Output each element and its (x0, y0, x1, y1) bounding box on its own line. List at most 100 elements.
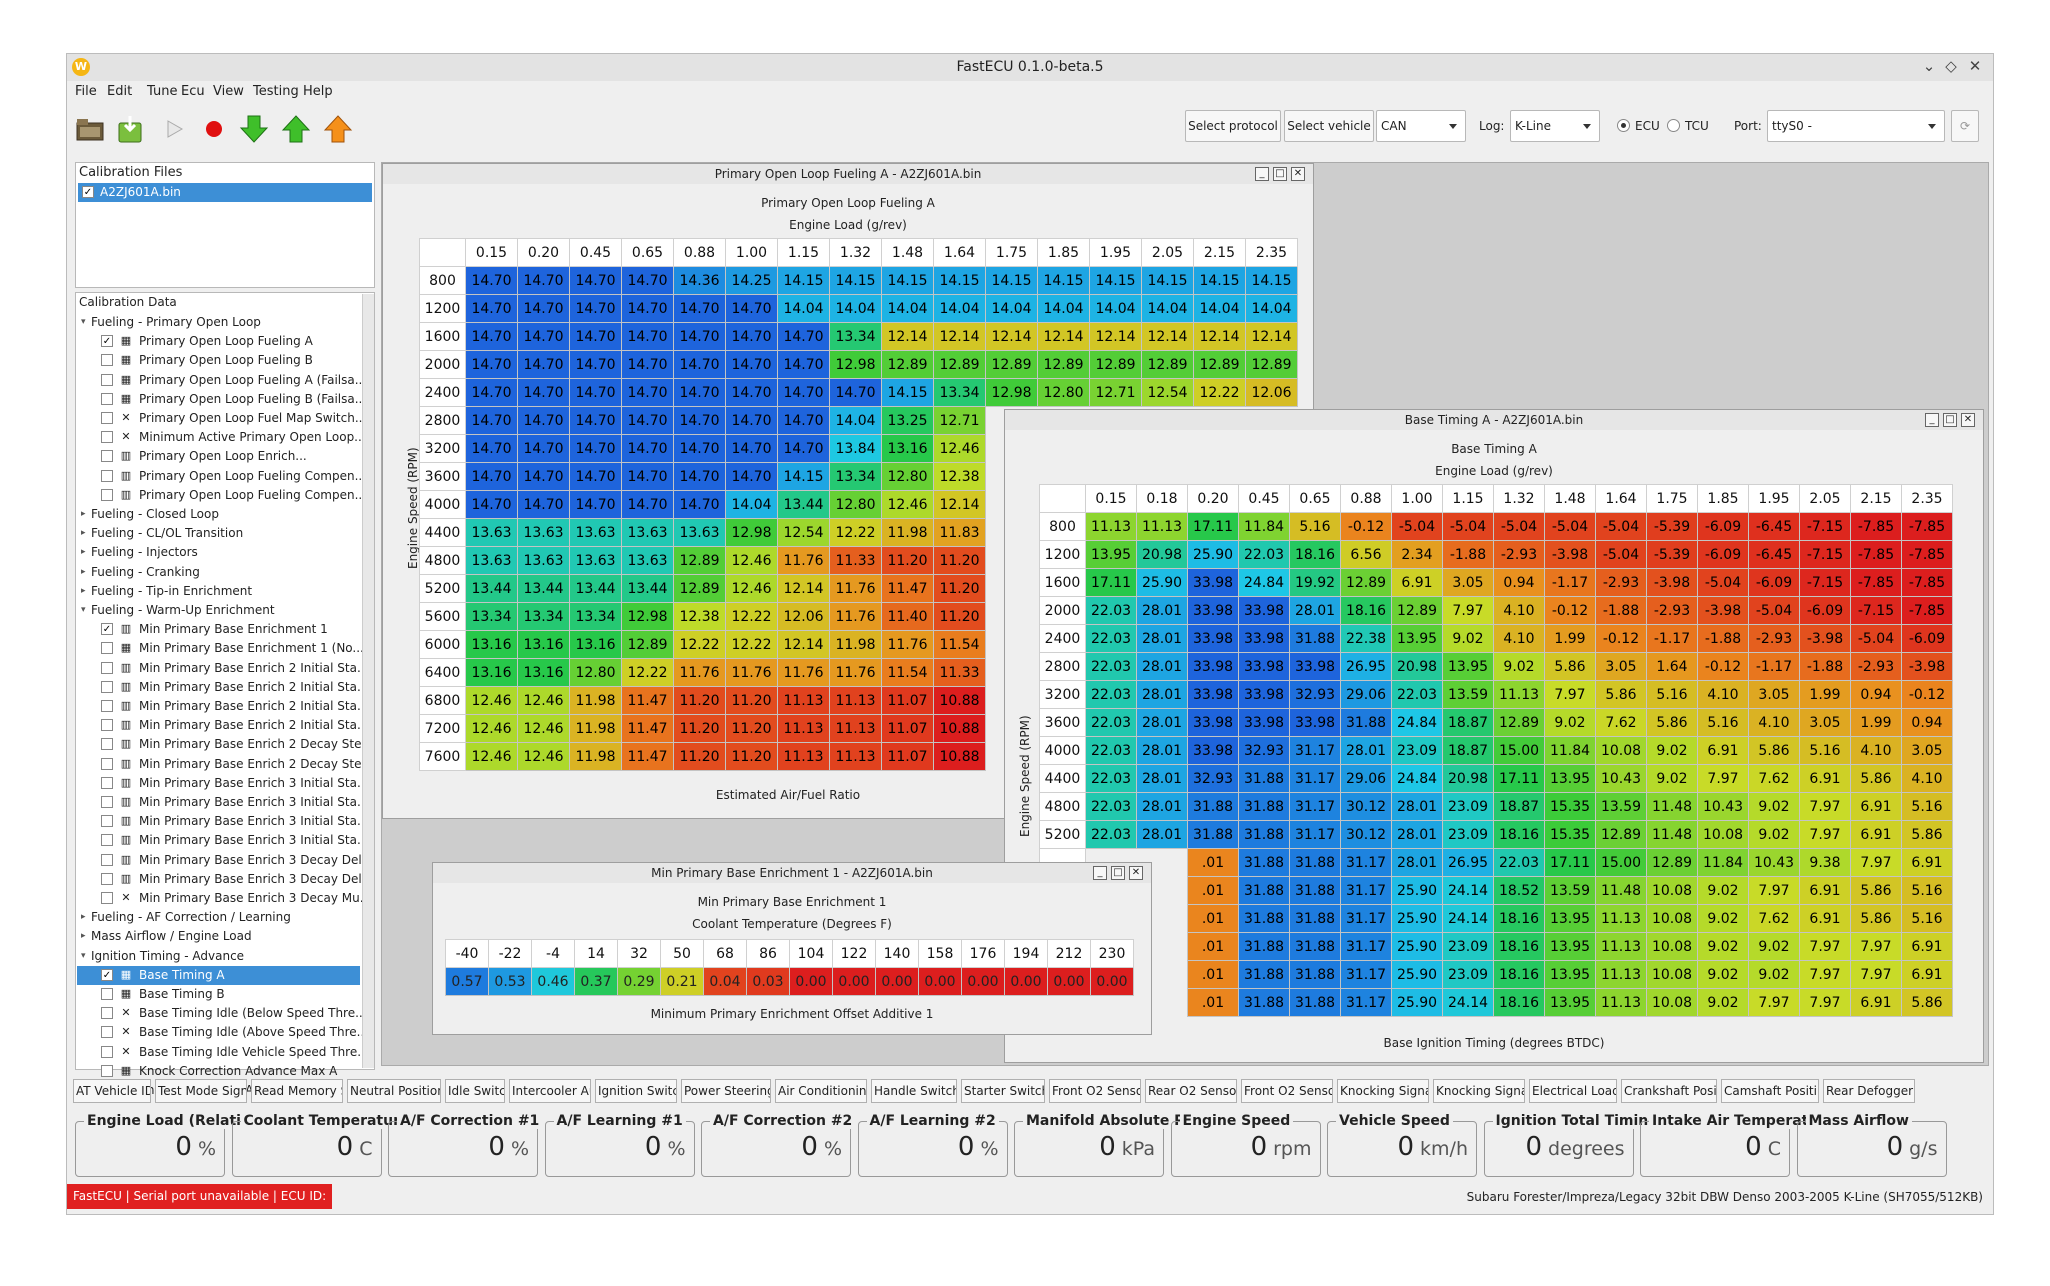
timing-cell[interactable]: 9.02 (1544, 708, 1596, 737)
folder-icon[interactable] (75, 114, 105, 144)
timing-cell[interactable]: 33.98 (1187, 568, 1239, 597)
fuel-cell[interactable]: 11.98 (569, 742, 622, 771)
tree-item[interactable]: ▥ Primary Open Loop Fueling Compen... (77, 467, 366, 486)
fuel-cell[interactable]: 14.70 (725, 350, 778, 379)
timing-cell[interactable]: 18.16 (1493, 904, 1545, 933)
tree-item-checkbox[interactable] (101, 1007, 113, 1020)
fuel-cell[interactable]: 12.14 (933, 322, 986, 351)
timing-cell[interactable]: 11.48 (1595, 876, 1647, 905)
tree-item[interactable]: ▥ Min Primary Base Enrich 3 Decay Del... (77, 851, 373, 870)
tree-item-checkbox[interactable] (101, 757, 113, 770)
timing-cell[interactable]: 5.86 (1901, 820, 1953, 849)
fuel-cell[interactable]: 14.04 (829, 294, 882, 323)
calibration-file-item[interactable]: ✓ A2ZJ601A.bin (78, 183, 372, 202)
timing-minimize-icon[interactable]: _ (1925, 413, 1939, 427)
enrichment-cell[interactable]: 0.57 (445, 967, 489, 996)
fuel-cell[interactable]: 11.20 (673, 686, 726, 715)
fuel-cell[interactable]: 12.22 (1193, 378, 1246, 407)
fuel-cell[interactable]: 12.89 (621, 630, 674, 659)
fuel-cell[interactable]: 12.89 (1245, 350, 1298, 379)
fuel-cell[interactable]: 14.70 (465, 378, 518, 407)
timing-cell[interactable]: 17.11 (1187, 512, 1239, 541)
fuel-cell[interactable]: 14.70 (621, 462, 674, 491)
timing-cell[interactable]: 22.03 (1391, 680, 1443, 709)
fuel-cell[interactable]: 14.15 (933, 266, 986, 295)
enrichment-cell[interactable]: 0.00 (832, 967, 876, 996)
timing-cell[interactable]: 31.88 (1340, 708, 1392, 737)
timing-cell[interactable]: 32.93 (1238, 736, 1290, 765)
timing-cell[interactable]: 31.88 (1238, 988, 1290, 1017)
timing-cell[interactable]: 5.86 (1850, 876, 1902, 905)
fuel-cell[interactable]: 13.16 (517, 658, 570, 687)
tree-item[interactable]: ▥ Min Primary Base Enrich 3 Initial Sta..… (77, 793, 368, 812)
fuel-cell[interactable]: 11.20 (673, 742, 726, 771)
tree-item-checkbox[interactable] (101, 354, 113, 367)
timing-cell[interactable]: 18.87 (1442, 708, 1494, 737)
timing-cell[interactable]: 4.10 (1901, 764, 1953, 793)
timing-cell[interactable]: 28.01 (1136, 736, 1188, 765)
timing-cell[interactable]: 10.43 (1748, 848, 1800, 877)
tree-item[interactable]: ▥ Primary Open Loop Fueling Compen... (77, 486, 366, 505)
timing-cell[interactable]: 25.90 (1136, 568, 1188, 597)
fuel-cell[interactable]: 12.89 (985, 350, 1038, 379)
timing-cell[interactable]: 0.94 (1493, 568, 1545, 597)
timing-cell[interactable]: 31.88 (1238, 820, 1290, 849)
timing-cell[interactable]: 6.91 (1391, 568, 1443, 597)
fuel-cell[interactable]: 14.70 (465, 490, 518, 519)
fuel-cell[interactable]: 14.70 (621, 490, 674, 519)
timing-cell[interactable]: 12.89 (1391, 596, 1443, 625)
tree-item[interactable]: ▦ Base Timing B (77, 985, 360, 1004)
timing-cell[interactable]: -5.39 (1646, 512, 1698, 541)
tree-group[interactable]: ▸ Fueling - Tip-in Enrichment (77, 582, 360, 601)
timing-cell[interactable]: .01 (1187, 932, 1239, 961)
timing-cell[interactable]: 33.98 (1238, 652, 1290, 681)
tree-item[interactable]: ▥ Primary Open Loop Enrich... (77, 447, 360, 466)
fuel-cell[interactable]: 14.70 (673, 434, 726, 463)
enrichment-minimize-icon[interactable]: _ (1093, 866, 1107, 880)
fuel-cell[interactable]: 10.88 (933, 686, 986, 715)
maximize-icon[interactable]: ◇ (1945, 57, 1957, 75)
timing-cell[interactable]: 6.91 (1850, 792, 1902, 821)
timing-cell[interactable]: 4.10 (1748, 708, 1800, 737)
fuel-cell[interactable]: 14.15 (1037, 266, 1090, 295)
tree-item-checkbox[interactable] (101, 700, 113, 712)
timing-cell[interactable]: 24.14 (1442, 876, 1494, 905)
fuel-cell[interactable]: 14.70 (777, 434, 830, 463)
timing-cell[interactable]: 4.10 (1493, 624, 1545, 653)
timing-cell[interactable]: 2.34 (1391, 540, 1443, 569)
timing-cell[interactable]: 31.88 (1238, 904, 1290, 933)
tree-item[interactable]: ✕ Min Primary Base Enrich 3 Decay Mu... (77, 889, 371, 908)
expand-right-icon[interactable]: ▸ (81, 528, 86, 539)
fuel-cell[interactable]: 12.89 (1037, 350, 1090, 379)
fuel-cell[interactable]: 14.70 (673, 490, 726, 519)
menu-file[interactable]: File (75, 84, 97, 99)
timing-cell[interactable]: 11.48 (1646, 792, 1698, 821)
tree-item-checkbox[interactable] (101, 815, 113, 828)
timing-cell[interactable]: 33.98 (1238, 624, 1290, 653)
fuel-minimize-icon[interactable]: _ (1255, 167, 1269, 181)
fuel-cell[interactable]: 14.15 (777, 462, 830, 491)
tree-item-checkbox[interactable] (101, 642, 113, 655)
timing-cell[interactable]: -0.12 (1340, 512, 1392, 541)
timing-cell[interactable]: 5.86 (1850, 764, 1902, 793)
tree-item-checkbox[interactable] (101, 661, 113, 674)
timing-cell[interactable]: 31.88 (1238, 960, 1290, 989)
upload-arrow-icon[interactable] (281, 114, 311, 144)
save-download-icon[interactable] (115, 114, 145, 144)
tree-item[interactable]: ▥ Min Primary Base Enrich 2 Decay Ste... (77, 755, 373, 774)
fuel-cell[interactable]: 12.14 (1193, 322, 1246, 351)
timing-cell[interactable]: 20.98 (1442, 764, 1494, 793)
upload-orange-arrow-icon[interactable] (323, 114, 353, 144)
timing-cell[interactable]: -7.15 (1850, 596, 1902, 625)
fuel-cell[interactable]: 14.15 (829, 266, 882, 295)
timing-cell[interactable]: 10.08 (1646, 988, 1698, 1017)
fuel-cell[interactable]: 11.13 (829, 742, 882, 771)
fuel-cell[interactable]: 14.70 (621, 406, 674, 435)
timing-cell[interactable]: 11.13 (1595, 960, 1647, 989)
tree-item-checkbox[interactable] (101, 776, 113, 789)
fuel-cell[interactable]: 11.13 (777, 714, 830, 743)
fuel-cell[interactable]: 14.70 (569, 322, 622, 351)
timing-cell[interactable]: 31.17 (1340, 932, 1392, 961)
fuel-cell[interactable]: 11.13 (777, 742, 830, 771)
fuel-cell[interactable]: 12.98 (985, 378, 1038, 407)
